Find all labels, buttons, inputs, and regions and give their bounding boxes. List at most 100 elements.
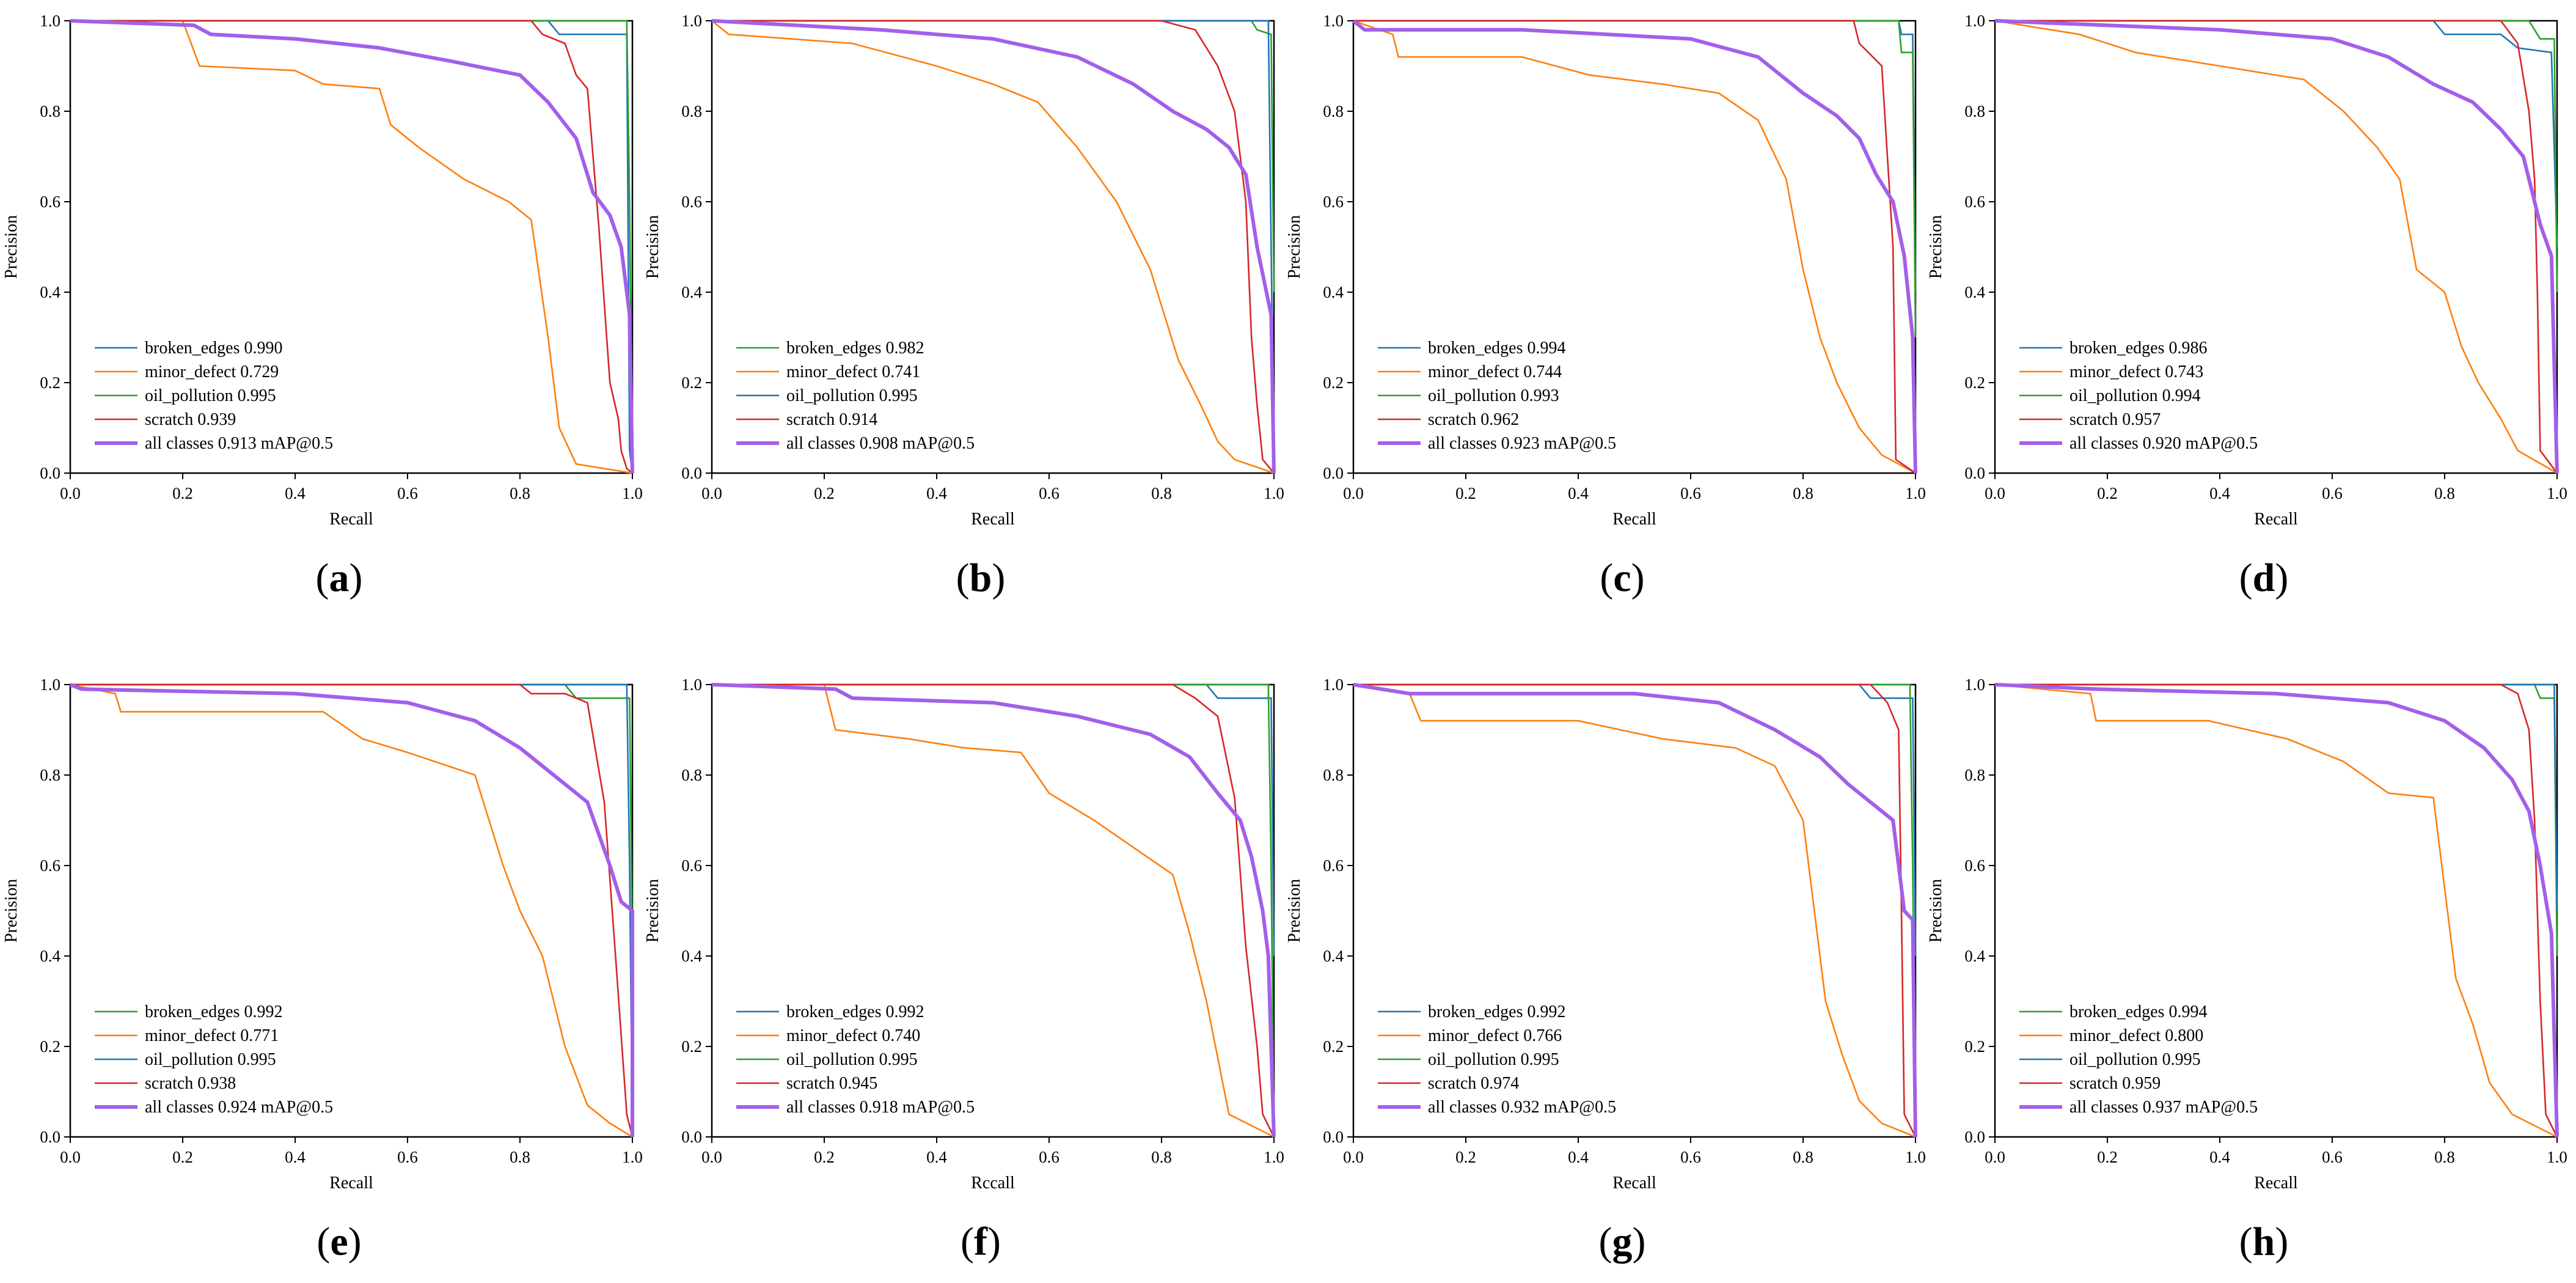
x-tick-label: 0.0 [60, 1148, 81, 1166]
legend-label-minor_defect: minor_defect 0.771 [145, 1026, 279, 1045]
y-tick-label: 0.8 [40, 766, 60, 784]
y-tick-label: 0.0 [1323, 464, 1344, 482]
series-line-scratch [1995, 20, 2558, 474]
legend-label-all: all classes 0.908 mAP@0.5 [786, 434, 975, 453]
y-tick-label: 0.4 [40, 947, 60, 965]
x-tick-label: 0.2 [2097, 484, 2118, 502]
x-tick-label: 0.2 [814, 484, 835, 502]
y-axis-label: Precision [1927, 879, 1945, 943]
y-tick-label: 0.4 [1964, 947, 1985, 965]
x-tick-label: 0.8 [510, 1148, 530, 1166]
series-line-minor_defect [1994, 20, 2558, 474]
series-line-minor_defect [1994, 683, 2558, 1138]
legend-label-scratch: scratch 0.914 [786, 410, 877, 429]
series-line-oil_pollution [70, 683, 634, 1138]
legend-label-broken_edges: broken_edges 0.992 [786, 1002, 924, 1021]
y-tick-label: 0.0 [1964, 464, 1985, 482]
series-line-scratch [1353, 683, 1917, 1138]
x-tick-label: 0.8 [2434, 1148, 2455, 1166]
legend-label-broken_edges: broken_edges 0.992 [1428, 1002, 1566, 1021]
series-line-scratch [70, 20, 633, 474]
legend-label-oil_pollution: oil_pollution 0.995 [2069, 1050, 2201, 1069]
series-line-all [711, 19, 1276, 474]
panel-caption: (b) [956, 556, 1006, 600]
legend-label-all: all classes 0.924 mAP@0.5 [145, 1098, 333, 1117]
panel-caption: (h) [2239, 1219, 2289, 1264]
legend-label-scratch: scratch 0.962 [1428, 410, 1519, 429]
x-axis-label: Recall [1612, 510, 1656, 529]
legend-label-all: all classes 0.918 mAP@0.5 [786, 1098, 975, 1117]
legend-label-minor_defect: minor_defect 0.729 [145, 362, 279, 381]
series-line-broken_edges [1353, 683, 1917, 957]
y-tick-label: 1.0 [681, 675, 702, 694]
y-tick-label: 1.0 [1323, 675, 1344, 694]
y-axis-label: Precision [2, 879, 21, 943]
x-tick-label: 0.0 [1343, 484, 1364, 502]
legend-label-oil_pollution: oil_pollution 0.995 [786, 386, 918, 405]
x-axis-label: Recall [971, 510, 1015, 529]
legend-label-broken_edges: broken_edges 0.986 [2069, 339, 2208, 358]
y-tick-label: 0.4 [1323, 283, 1344, 301]
y-tick-label: 0.4 [681, 283, 702, 301]
series-line-broken_edges [1995, 20, 2558, 248]
y-tick-label: 1.0 [40, 675, 60, 694]
y-tick-label: 0.0 [681, 1128, 702, 1146]
x-tick-label: 0.8 [2434, 484, 2455, 502]
series-line-all [711, 683, 1276, 1138]
panel-caption: (a) [316, 556, 363, 600]
y-tick-label: 0.8 [1323, 766, 1344, 784]
x-tick-label: 0.6 [397, 1148, 418, 1166]
x-tick-label: 0.2 [1455, 484, 1476, 502]
y-tick-label: 0.2 [681, 1037, 702, 1056]
legend-label-all: all classes 0.937 mAP@0.5 [2069, 1098, 2258, 1117]
x-tick-label: 0.6 [2322, 484, 2343, 502]
legend-label-broken_edges: broken_edges 0.994 [2069, 1002, 2208, 1021]
y-tick-label: 0.2 [681, 373, 702, 392]
y-tick-label: 0.6 [1964, 193, 1985, 211]
y-tick-label: 0.6 [40, 193, 60, 211]
x-tick-label: 0.6 [397, 484, 418, 502]
series-line-oil_pollution [712, 20, 1275, 474]
x-tick-label: 0.6 [2322, 1148, 2343, 1166]
chart-b: 0.0 0.2 0.4 0.6 0.8 1.0 0.0 0.2 0.4 0.6 0.8 1.0 Reca… [643, 12, 1284, 600]
x-axis-label: Rccall [971, 1174, 1015, 1193]
legend-label-broken_edges: broken_edges 0.982 [786, 339, 924, 358]
y-tick-label: 0.0 [40, 464, 60, 482]
x-axis-label: Recall [2254, 1174, 2298, 1193]
legend-label-broken_edges: broken_edges 0.990 [145, 339, 283, 358]
legend-label-all: all classes 0.932 mAP@0.5 [1428, 1098, 1616, 1117]
plot-frame [711, 683, 1275, 1138]
legend-label-scratch: scratch 0.939 [145, 410, 236, 429]
series-line-broken_edges [70, 20, 634, 474]
x-tick-label: 1.0 [622, 1148, 643, 1166]
legend-label-minor_defect: minor_defect 0.744 [1428, 362, 1562, 381]
x-tick-label: 0.0 [1985, 484, 2005, 502]
y-tick-label: 0.0 [681, 464, 702, 482]
plot-frame [711, 20, 1275, 474]
y-tick-label: 0.2 [40, 373, 60, 392]
legend-label-all: all classes 0.923 mAP@0.5 [1428, 434, 1616, 453]
series-line-scratch [712, 20, 1275, 474]
series-line-all [69, 683, 634, 1137]
y-tick-label: 0.2 [1323, 373, 1344, 392]
x-tick-label: 1.0 [2547, 1148, 2567, 1166]
legend-label-scratch: scratch 0.938 [145, 1074, 236, 1093]
legend-label-oil_pollution: oil_pollution 0.993 [1428, 386, 1559, 405]
chart-h: 0.0 0.2 0.4 0.6 0.8 1.0 0.0 0.2 0.4 0.6 0.8 1.0 Reca… [1927, 675, 2567, 1264]
x-tick-label: 1.0 [622, 484, 643, 502]
y-tick-label: 0.6 [1964, 856, 1985, 875]
series-line-minor_defect [70, 683, 633, 1138]
panel-caption: (e) [317, 1219, 361, 1264]
y-tick-label: 0.0 [1964, 1128, 1985, 1146]
series-line-minor_defect [1353, 683, 1916, 1138]
chart-c: 0.0 0.2 0.4 0.6 0.8 1.0 0.0 0.2 0.4 0.6 0.8 1.0 Reca… [1285, 12, 1926, 600]
chart-e: 0.0 0.2 0.4 0.6 0.8 1.0 0.0 0.2 0.4 0.6 0.8 1.0 Reca… [2, 675, 643, 1264]
x-tick-label: 0.8 [1793, 1148, 1813, 1166]
y-axis-label: Precision [1927, 215, 1945, 279]
x-tick-label: 0.0 [60, 484, 81, 502]
legend-label-oil_pollution: oil_pollution 0.995 [145, 386, 276, 405]
y-tick-label: 0.8 [1323, 102, 1344, 120]
x-tick-label: 0.4 [2209, 484, 2230, 502]
x-tick-label: 0.8 [1793, 484, 1813, 502]
